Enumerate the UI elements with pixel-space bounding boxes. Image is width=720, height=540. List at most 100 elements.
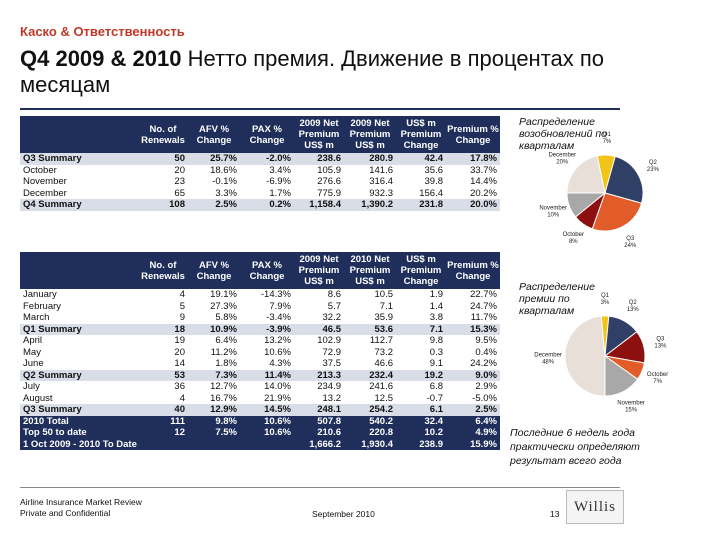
table-cell: 238.6	[294, 153, 344, 165]
page-title: Q4 2009 & 2010 Нетто премия. Движение в …	[20, 46, 660, 98]
pie-data-label: October 8%	[563, 232, 584, 245]
header-cell-row-label	[20, 116, 138, 153]
summary-row: Q3 Summary 40 12.9% 14.5% 248.1 254.2 6.1 2.5%	[20, 404, 500, 416]
table-cell: 276.6	[294, 176, 344, 188]
table-row: April 19 6.4% 13.2% 102.9 112.7 9.8 9.5%	[20, 335, 500, 347]
table-cell: 210.6	[294, 427, 344, 439]
table-cell: 1.7%	[240, 187, 294, 199]
table-cell: 232.4	[344, 369, 396, 381]
table-cell: 73.2	[344, 346, 396, 358]
table-cell: 507.8	[294, 415, 344, 427]
row-label: June	[20, 358, 138, 370]
conclusion-note: Последние 6 недель года практически опре…	[510, 427, 640, 467]
table-cell: 22.7%	[446, 289, 500, 301]
table-cell	[138, 438, 188, 450]
table-cell: 14.4%	[446, 176, 500, 188]
header-cell: US$ m Premium Change	[396, 116, 446, 153]
table-cell: 1,930.4	[344, 438, 396, 450]
table-cell: 13.2	[294, 392, 344, 404]
table-cell: 238.9	[396, 438, 446, 450]
table-cell: 9.1	[396, 358, 446, 370]
pie-slice-december	[566, 155, 606, 194]
table-cell: 9	[138, 312, 188, 324]
page-title-text: Нетто премия. Движение в процентах по ме…	[20, 46, 605, 97]
table-cell: 12.5	[344, 392, 396, 404]
row-label: March	[20, 312, 138, 324]
willis-logo: Willis	[566, 490, 624, 524]
table-cell: 2.5%	[446, 404, 500, 416]
table-cell: 10.9%	[188, 323, 240, 335]
row-label: February	[20, 300, 138, 312]
header-cell: Premium % Change	[446, 252, 500, 289]
table-cell: 37.5	[294, 358, 344, 370]
row-label: Q3 Summary	[20, 404, 138, 416]
row-label: July	[20, 381, 138, 393]
table-cell: -3.4%	[240, 312, 294, 324]
table-row: August 4 16.7% 21.9% 13.2 12.5 -0.7 -5.0%	[20, 392, 500, 404]
table-cell: 46.6	[344, 358, 396, 370]
table-cell: -2.0%	[240, 153, 294, 165]
table-row: January 4 19.1% -14.3% 8.6 10.5 1.9 22.7%	[20, 289, 500, 301]
table-cell: 1,666.2	[294, 438, 344, 450]
table-cell: 8.6	[294, 289, 344, 301]
table-cell: 1.8%	[188, 358, 240, 370]
table-cell: 1.9	[396, 289, 446, 301]
page-number: 13	[550, 509, 560, 519]
table-header-row: No. of Renewals AFV % Change PAX % Change 2…	[20, 252, 500, 289]
summary-row: 1 Oct 2009 - 2010 To Date 1,666.2 1,930.4 2…	[20, 438, 500, 450]
table-cell: 280.9	[344, 153, 396, 165]
pie-data-label: Q3 24%	[624, 236, 637, 249]
pie-premium-title: Распределение премии по кварталам	[519, 281, 595, 317]
table-cell: 10.6%	[240, 346, 294, 358]
table-cell: -6.9%	[240, 176, 294, 188]
footer-confidentiality: Private and Confidential	[20, 508, 111, 518]
table-cell: 112.7	[344, 335, 396, 347]
row-label: October	[20, 164, 138, 176]
renewals-table-q4: No. of Renewals AFV % Change PAX % Change 2…	[20, 116, 500, 211]
table-cell: 18	[138, 323, 188, 335]
table-cell: 7.5%	[188, 427, 240, 439]
table-cell: 35.9	[344, 312, 396, 324]
footer-left: Airline Insurance Market Review Private …	[20, 497, 142, 519]
table-cell: 53	[138, 369, 188, 381]
row-label: January	[20, 289, 138, 301]
table-cell: 220.8	[344, 427, 396, 439]
table-cell: 213.3	[294, 369, 344, 381]
table-cell: 24.2%	[446, 358, 500, 370]
table-cell: 24.7%	[446, 300, 500, 312]
table-cell: 2.5%	[188, 199, 240, 211]
pie-renewals-svg: December 20% Q1 7% Q2 23% Q3 24% October 8% Novemb…	[539, 132, 659, 249]
pie-slice-q2	[604, 155, 644, 204]
pie-data-label: November 15%	[617, 401, 645, 414]
header-cell: 2009 Net Premium US$ m	[294, 252, 344, 289]
pie-slice-november	[604, 355, 639, 397]
renewals-table-2010: No. of Renewals AFV % Change PAX % Change 2…	[20, 252, 500, 450]
header-cell: No. of Renewals	[138, 252, 188, 289]
table-cell: 9.8	[396, 335, 446, 347]
table-cell: 19	[138, 335, 188, 347]
table-row: December 65 3.3% 1.7% 775.9 932.3 156.4 20.2%	[20, 187, 500, 199]
table-cell: 14.5%	[240, 404, 294, 416]
summary-row: Q3 Summary 50 25.7% -2.0% 238.6 280.9 42.4 17.8…	[20, 153, 500, 165]
table-cell: 102.9	[294, 335, 344, 347]
table-cell: 20.0%	[446, 199, 500, 211]
table-cell: 12.7%	[188, 381, 240, 393]
table-cell: 36	[138, 381, 188, 393]
table-cell: 0.2%	[240, 199, 294, 211]
pie-data-label: Q3 13%	[654, 337, 667, 350]
table-cell	[188, 438, 240, 450]
table-cell: 25.7%	[188, 153, 240, 165]
table-row: June 14 1.8% 4.3% 37.5 46.6 9.1 24.2%	[20, 358, 500, 370]
table-header-row: No. of Renewals AFV % Change PAX % Change 2…	[20, 116, 500, 153]
header-cell: PAX % Change	[240, 116, 294, 153]
table-row: February 5 27.3% 7.9% 5.7 7.1 1.4 24.7%	[20, 300, 500, 312]
table-cell: 5	[138, 300, 188, 312]
header-cell: AFV % Change	[188, 116, 240, 153]
table-cell: 7.9%	[240, 300, 294, 312]
table-cell: 6.1	[396, 404, 446, 416]
pie-renewals-title: Распределение возобновлений по кварталам	[519, 116, 607, 152]
table-cell: 5.8%	[188, 312, 240, 324]
table-cell: -0.1%	[188, 176, 240, 188]
table-cell: 50	[138, 153, 188, 165]
table-cell: 20	[138, 164, 188, 176]
